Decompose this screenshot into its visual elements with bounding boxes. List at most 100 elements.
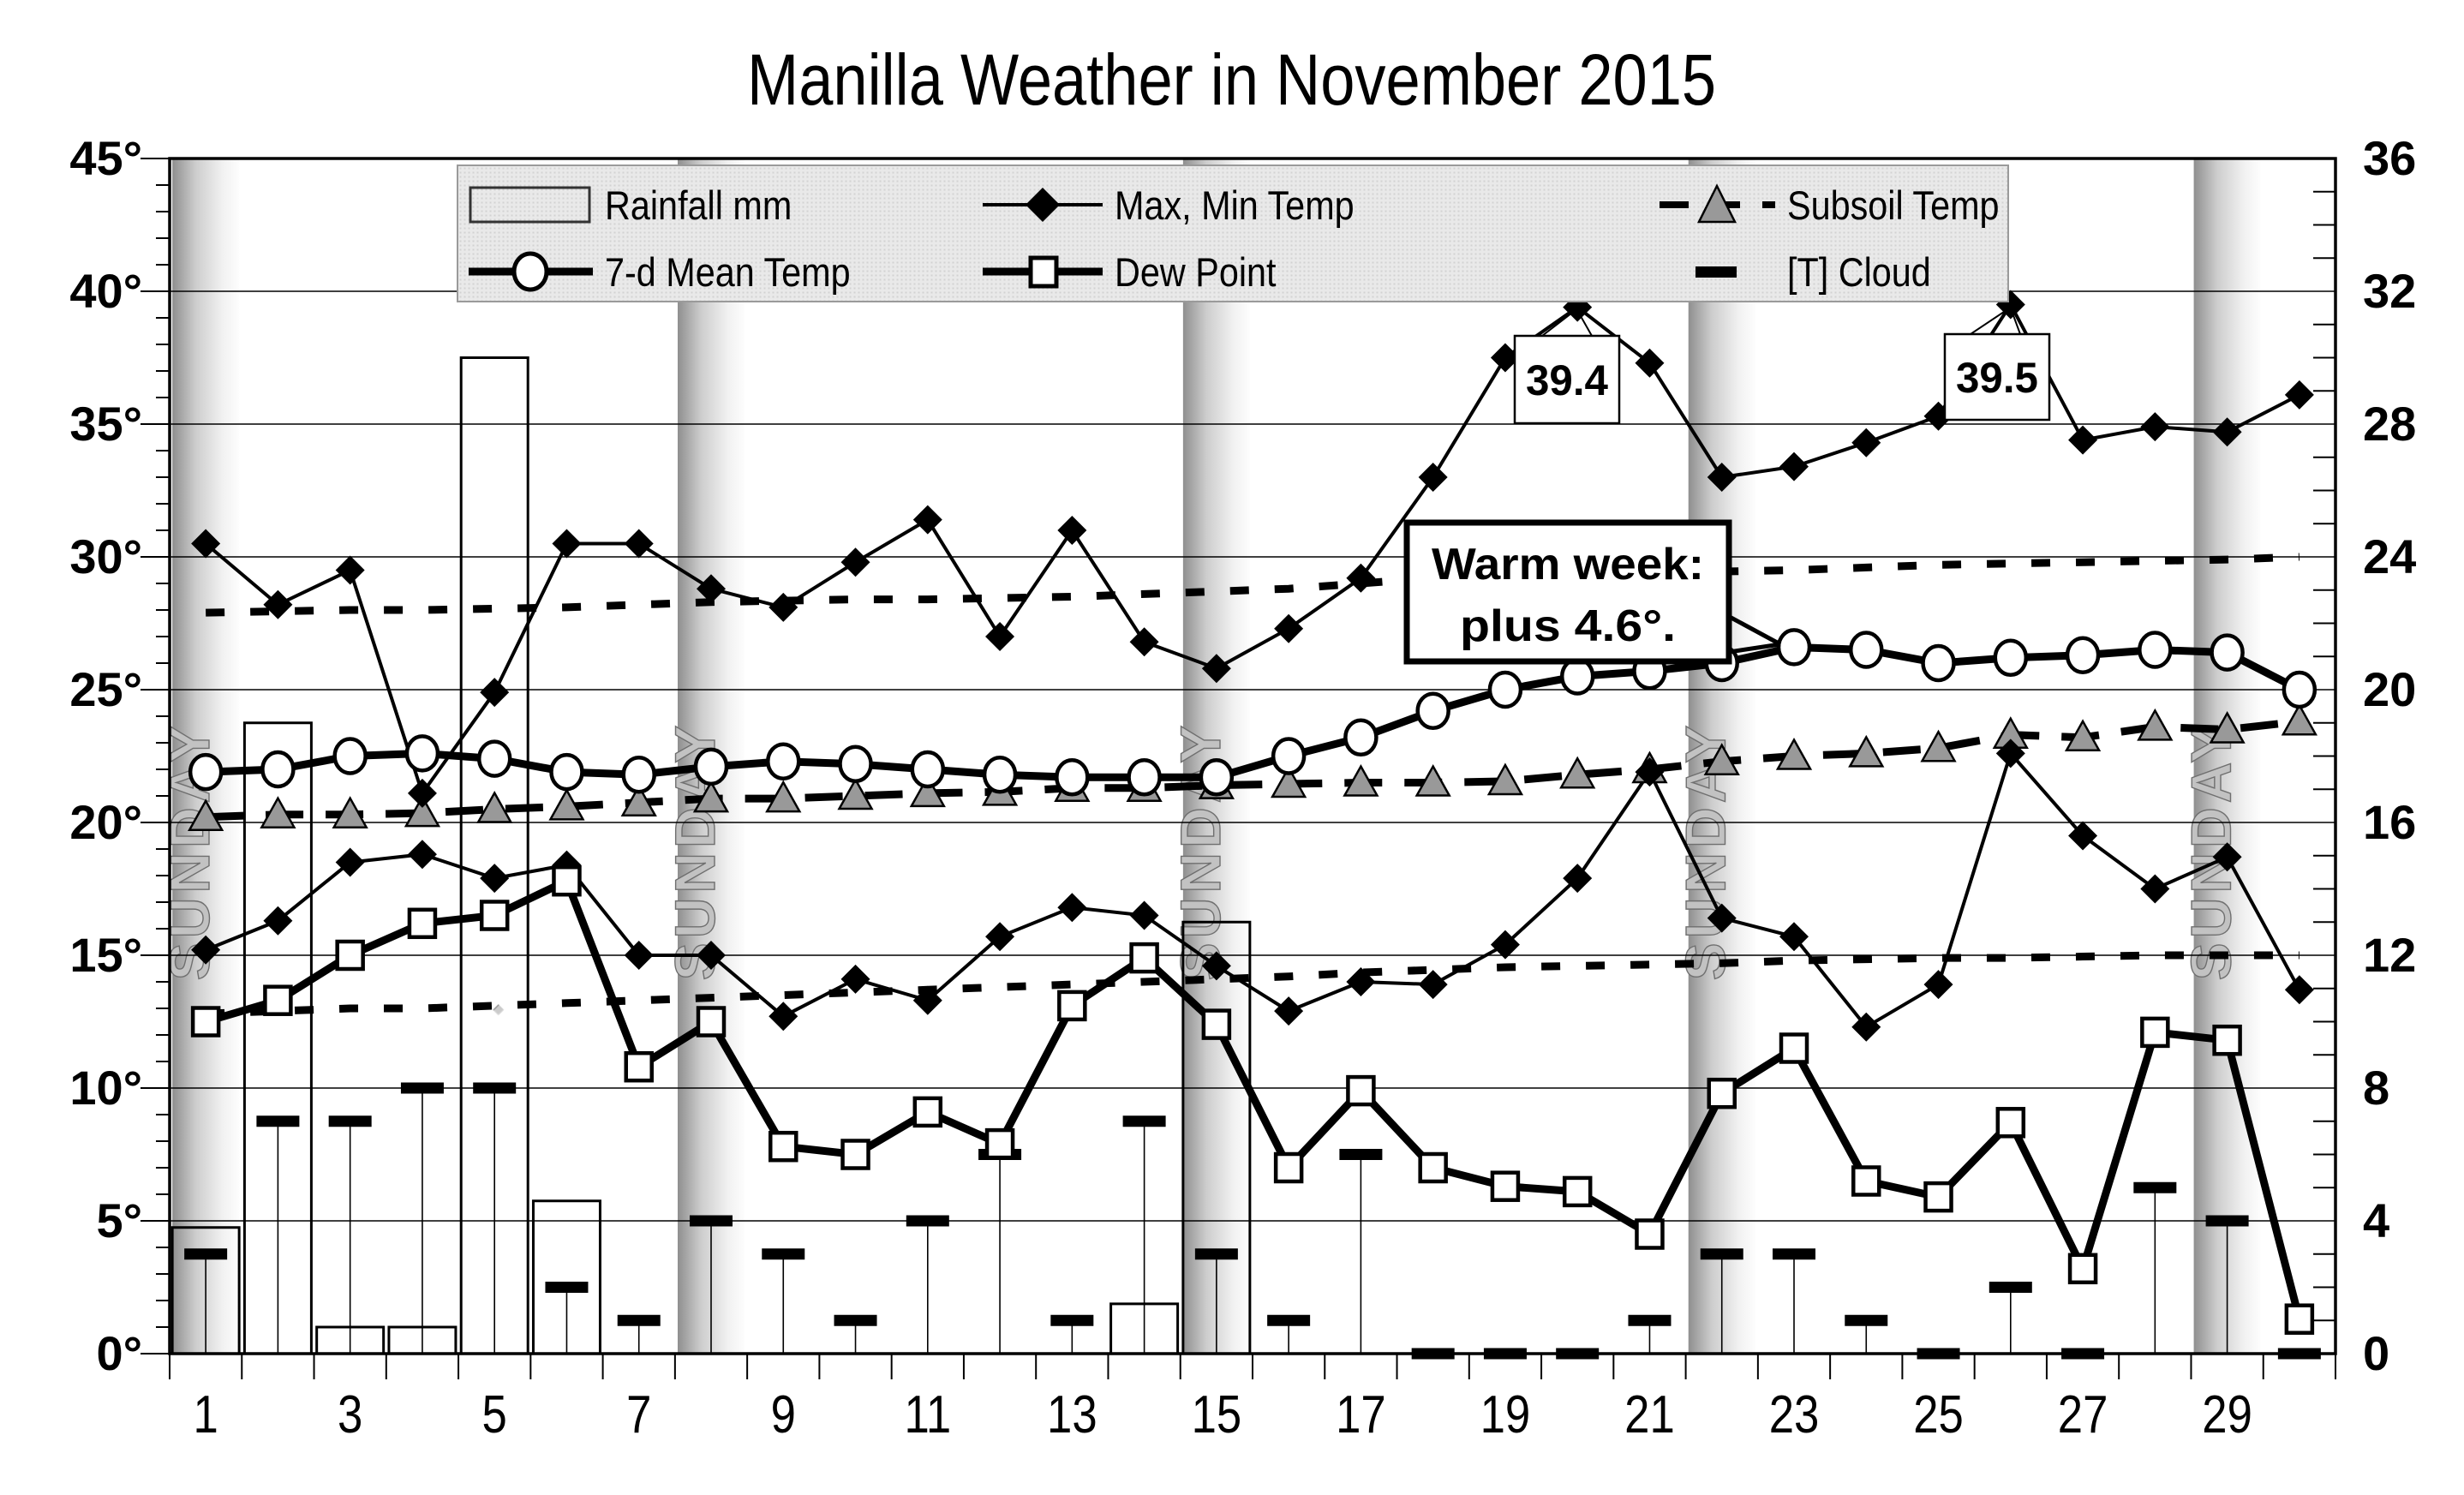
dew-point-square-marker (624, 1050, 654, 1083)
subsoil-triangle-marker (332, 796, 368, 828)
min-temp-diamond-marker (697, 941, 726, 970)
max-temp-diamond-marker (840, 547, 870, 577)
peak-394-box (1513, 334, 1621, 425)
right-axis-label: 16 (2363, 795, 2416, 849)
subsoil-triangle-marker (1270, 765, 1307, 798)
cloud-dash (690, 1215, 733, 1227)
legend: Rainfall mm Max, Min Temp Subsoil Temp 7… (457, 164, 2009, 302)
min-temp-diamond-marker (912, 985, 942, 1015)
dew-point-square-marker (1995, 1107, 2026, 1139)
subsoil-triangle-marker (2064, 719, 2102, 752)
x-axis-label: 5 (482, 1385, 507, 1444)
max-temp-diamond-marker (1129, 627, 1159, 657)
x-axis-label: 27 (2058, 1385, 2108, 1444)
x-axis-label: 1 (193, 1385, 218, 1444)
right-axis-label: 0 (2363, 1326, 2389, 1380)
legend-label-subsoil: Subsoil Temp (1787, 182, 2000, 228)
mean-temp-circle-marker (1849, 631, 1884, 669)
min-temp-diamond-marker (1851, 1012, 1881, 1042)
dew-point-square-marker (1562, 1175, 1593, 1208)
dew-point-square-marker (1057, 990, 1087, 1022)
dew-point-square-marker (2212, 1024, 2242, 1056)
max-temp-diamond-marker (1057, 516, 1087, 545)
page-title: Manilla Weather in November 2015 (0, 43, 2464, 117)
dew-point-square-marker (769, 1130, 798, 1163)
annotation-warm-week-callout: Warm week: plus 4.6°. (1403, 519, 1782, 665)
left-axis-label: 5° (96, 1193, 142, 1247)
subsoil-triangle-marker (1559, 756, 1596, 789)
subsoil-triangle-marker (692, 780, 730, 813)
cloud-dash (1700, 1248, 1743, 1260)
dew-point-square-marker (1346, 1074, 1376, 1107)
subsoil-triangle-marker (1775, 737, 1813, 770)
dew-point-square-marker (552, 864, 582, 897)
dew-point-square-marker (840, 1139, 870, 1170)
min-temp-diamond-marker (1490, 930, 1520, 960)
warm-week-box (1403, 519, 1732, 665)
subsoil-triangle-marker (404, 794, 441, 828)
mean-temp-circle-marker (982, 755, 1018, 794)
legend-item-mean7d: 7-d Mean Temp (469, 245, 884, 298)
min-temp-diamond-marker (1418, 970, 1448, 1000)
min-temp-diamond-marker (1563, 864, 1593, 894)
cloud-dash (617, 1314, 661, 1326)
cloud-dash (256, 1115, 300, 1127)
cloud-dash (400, 1082, 444, 1094)
annotation-peak-39-5: 39.5 (1943, 308, 2051, 422)
x-axis-label: 21 (1624, 1385, 1675, 1444)
min-temp-diamond-marker (1923, 970, 1953, 1000)
mean-temp-circle-marker (910, 750, 946, 789)
mean-temp-circle-marker (1127, 758, 1162, 797)
peak-395-box (1943, 332, 2051, 422)
min-temp-diamond-marker (840, 964, 870, 994)
mean-temp-circle-marker (2138, 631, 2173, 669)
max-temp-diamond-marker (697, 574, 726, 604)
min-temp-diamond-marker (1201, 951, 1231, 981)
cloud-dash (473, 1082, 517, 1094)
dew-point-square-marker (1923, 1181, 1953, 1213)
rainfall-swatch-icon (469, 186, 591, 224)
left-axis-label: 20° (69, 795, 142, 849)
dew-point-square-marker (263, 984, 293, 1016)
max-temp-diamond-marker (2068, 425, 2098, 455)
legend-label-dew: Dew Point (1115, 248, 1277, 295)
page-title-text: Manilla Weather in November 2015 (747, 39, 1717, 120)
dew-point-square-marker (1490, 1170, 1521, 1202)
cloud-dash (1773, 1248, 1815, 1260)
mean-temp-circle-marker (621, 755, 656, 794)
cloud-dash (1050, 1314, 1094, 1326)
min-temp-diamond-marker (1129, 900, 1159, 930)
mean-temp-circle-marker (693, 747, 729, 786)
x-axis-label: 9 (771, 1385, 796, 1444)
max-temp-diamond-marker (1490, 343, 1520, 373)
dew-point-square-marker (1418, 1151, 1448, 1184)
dew-point-square-marker (190, 1006, 221, 1038)
min-temp-diamond-marker (2068, 821, 2098, 851)
mean-temp-circle-marker (1415, 691, 1450, 731)
subsoil-triangle-marker (2137, 708, 2174, 741)
cloud-dash (545, 1282, 589, 1293)
cloud-dash (2205, 1215, 2249, 1227)
min-temp-diamond-marker (480, 864, 510, 894)
right-axis-label: 12 (2363, 928, 2416, 982)
dew-point-square-marker (1129, 942, 1159, 974)
x-axis-label: 17 (1336, 1385, 1386, 1444)
max-temp-diamond-marker (624, 529, 654, 559)
mean-temp-circle-marker (1343, 718, 1379, 757)
subsoil-triangle-marker (1343, 763, 1379, 797)
subsoil-triangle-marker (476, 790, 513, 823)
mean-temp-circle-marker (766, 742, 801, 780)
dew-point-square-marker (984, 1127, 1015, 1160)
subsoil-triangle-marker (1848, 734, 1885, 768)
mean-temp-circle-marker (1487, 670, 1523, 709)
cloud-dash (1122, 1115, 1166, 1127)
x-axis-label: 11 (904, 1385, 951, 1444)
max-temp-diamond-marker (1201, 654, 1231, 684)
mean-temp-circle-marker (1055, 758, 1090, 797)
min-temp-diamond-marker (1635, 757, 1665, 787)
min-temp-diamond-marker (1057, 893, 1087, 923)
cloud-dash (906, 1215, 949, 1227)
dew-point-square-marker (1851, 1165, 1881, 1197)
right-axis-label: 36 (2363, 131, 2416, 185)
